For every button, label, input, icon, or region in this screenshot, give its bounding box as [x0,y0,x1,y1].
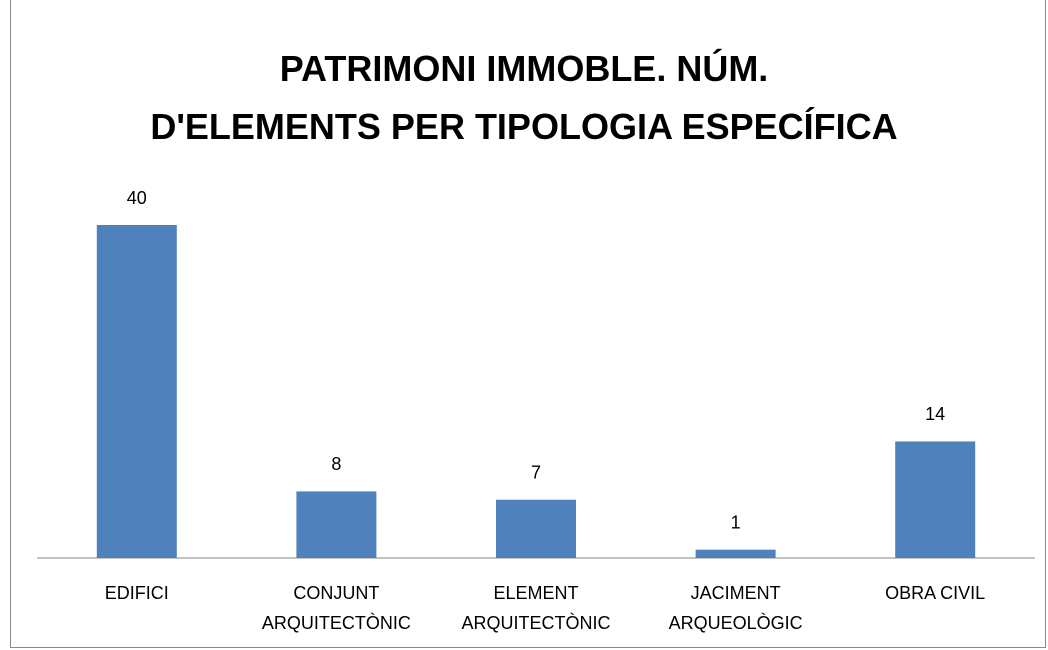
x-tick-label: CONJUNT ARQUITECTÒNIC [261,583,411,633]
data-label: 1 [731,512,741,532]
bar [695,549,776,558]
bar [895,441,976,558]
data-label: 40 [127,188,147,208]
bar [496,499,576,558]
x-tick-label: JACIMENT ARQUEOLÒGIC [668,583,803,633]
data-label: 7 [531,462,541,482]
data-label: 8 [331,454,341,474]
x-tick-label: EDIFICI [104,583,169,603]
chart-title: PATRIMONI IMMOBLE. NÚM. D'ELEMENTS PER T… [150,48,898,147]
x-tick-label: ELEMENT ARQUITECTÒNIC [461,583,611,633]
data-label: 14 [925,404,945,424]
bar [296,491,377,558]
chart-frame [10,0,1046,648]
bar [96,225,177,558]
x-tick-label: OBRA CIVIL [885,583,986,603]
